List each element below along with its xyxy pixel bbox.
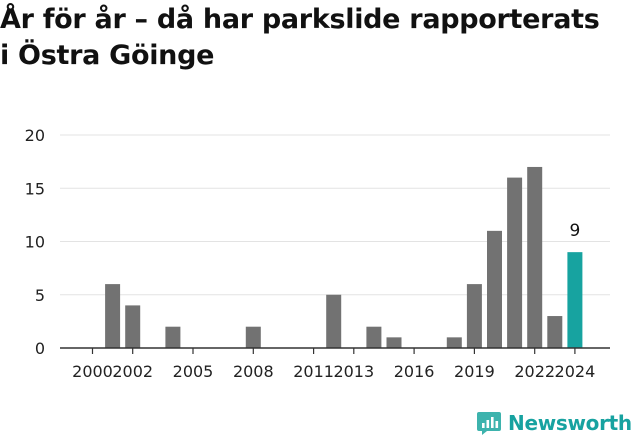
x-tick-label: 2019	[454, 362, 495, 381]
newsworthy-logo-icon	[477, 412, 501, 435]
x-tick-label: 2005	[173, 362, 214, 381]
bar	[105, 284, 121, 348]
x-tick-label: 2002	[112, 362, 153, 381]
bar	[125, 305, 141, 348]
bar	[527, 166, 543, 348]
x-tick-label: 2013	[333, 362, 374, 381]
x-tick-label: 2000	[72, 362, 113, 381]
y-tick-label: 0	[35, 339, 45, 358]
x-tick-label: 2024	[555, 362, 596, 381]
x-tick-label: 2011	[293, 362, 334, 381]
y-tick-label: 20	[25, 126, 45, 145]
bar	[547, 316, 563, 348]
y-tick-label: 15	[25, 179, 45, 198]
bar	[466, 284, 482, 348]
x-tick-label: 2022	[514, 362, 555, 381]
bar	[366, 326, 382, 348]
x-tick-label: 2008	[233, 362, 274, 381]
bar	[386, 337, 402, 348]
brand-name: Newsworthy	[508, 411, 631, 435]
chart-title-line-2: i Östra Göinge	[0, 40, 215, 71]
chart-title-line-1: År för år – då har parkslide rapporterat…	[0, 4, 600, 35]
newsworthy-brand[interactable]: Newsworthy	[476, 408, 631, 438]
bar	[165, 326, 181, 348]
y-tick-label: 5	[35, 286, 45, 305]
bar	[507, 177, 523, 348]
chart-title: År för år – då har parkslide rapporterat…	[0, 2, 631, 74]
bar	[245, 326, 261, 348]
y-tick-label: 10	[25, 233, 45, 252]
highlighted-bar	[567, 252, 583, 348]
bar	[487, 230, 502, 348]
x-tick-label: 2016	[394, 362, 435, 381]
bar-value-label: 9	[569, 221, 580, 241]
bar	[326, 294, 342, 348]
bar	[446, 337, 462, 348]
bar-chart: 0 5 10 15 20 9 2000 2002 2005 2008 2011 2013 2016 201…	[25, 126, 610, 381]
